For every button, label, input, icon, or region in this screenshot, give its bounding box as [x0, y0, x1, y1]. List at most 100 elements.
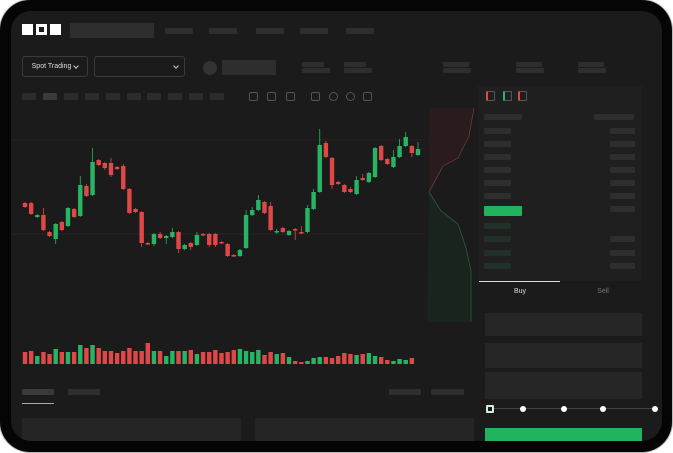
- candle: [268, 206, 273, 230]
- timeframe-option[interactable]: [43, 93, 57, 100]
- book-header: [594, 114, 634, 120]
- timeframe-option[interactable]: [210, 93, 224, 100]
- timeframe-option[interactable]: [64, 93, 78, 100]
- volume-bar: [200, 352, 206, 364]
- candle: [133, 209, 138, 212]
- ask-price: [484, 180, 511, 186]
- buy-tab-underline: [479, 281, 560, 282]
- volume-bar: [47, 354, 52, 364]
- coin-avatar: [203, 61, 217, 75]
- timeframe-option[interactable]: [189, 93, 203, 100]
- book-both-icon[interactable]: [486, 91, 495, 101]
- volume-bar: [188, 350, 193, 364]
- slider-step[interactable]: [600, 406, 606, 412]
- price-input[interactable]: [485, 313, 642, 336]
- candle: [391, 157, 396, 167]
- volume-bar: [237, 349, 243, 364]
- nav-item[interactable]: [209, 28, 237, 34]
- settings-icon[interactable]: [346, 92, 355, 101]
- percent-slider[interactable]: [489, 408, 656, 409]
- tab-buy[interactable]: Buy: [513, 288, 527, 295]
- buy-button[interactable]: [485, 428, 642, 441]
- candle: [256, 200, 261, 210]
- search-bar[interactable]: [70, 23, 154, 38]
- timeframe-option[interactable]: [127, 93, 141, 100]
- nav-item[interactable]: [346, 28, 374, 34]
- timeframe-option[interactable]: [106, 93, 120, 100]
- filter-button[interactable]: [389, 389, 421, 395]
- line-tool-icon[interactable]: [286, 92, 295, 101]
- slider-step[interactable]: [652, 406, 658, 412]
- candle: [311, 192, 316, 209]
- timeframe-option[interactable]: [85, 93, 99, 100]
- candle: [415, 149, 421, 155]
- ticker-stat-label: [578, 62, 604, 67]
- slider-step[interactable]: [520, 406, 526, 412]
- candle: [200, 234, 206, 236]
- ticker-stat-value: [344, 68, 372, 73]
- ask-size: [610, 193, 635, 199]
- ask-size: [610, 167, 635, 173]
- volume-bar: [151, 351, 157, 364]
- total-input[interactable]: [485, 372, 642, 399]
- timeframe-option[interactable]: [168, 93, 182, 100]
- indicator-icon[interactable]: [249, 92, 258, 101]
- candle: [231, 255, 236, 257]
- candle: [354, 180, 359, 194]
- volume-bar: [176, 351, 181, 364]
- book-bids-icon[interactable]: [503, 91, 512, 101]
- candle: [22, 203, 28, 207]
- candle: [237, 250, 243, 256]
- volume-bar: [354, 355, 359, 364]
- candle: [47, 232, 52, 236]
- volume-bar: [372, 356, 378, 364]
- volume-bar: [305, 361, 310, 364]
- active-tab-underline: [22, 403, 54, 404]
- tab-open-orders[interactable]: [22, 389, 54, 395]
- slider-step[interactable]: [561, 406, 567, 412]
- volume-bar: [262, 355, 267, 364]
- market-type-label: Spot Trading: [31, 63, 72, 70]
- volume-bar: [53, 349, 58, 364]
- candle: [409, 146, 415, 153]
- fullscreen-icon[interactable]: [363, 92, 372, 101]
- okx-logo[interactable]: [22, 24, 61, 35]
- candle: [323, 143, 329, 157]
- filter-button[interactable]: [431, 389, 464, 395]
- volume-bar: [145, 343, 151, 364]
- ask-price: [484, 141, 511, 147]
- candlestick-chart[interactable]: [11, 96, 477, 386]
- volume-bar: [182, 351, 187, 364]
- timeframe-option[interactable]: [147, 93, 161, 100]
- candle: [348, 189, 353, 192]
- candle: [213, 234, 218, 245]
- volume-bar: [409, 358, 415, 364]
- amount-input[interactable]: [485, 343, 642, 368]
- volume-bar: [127, 348, 132, 364]
- volume-bar: [280, 353, 286, 364]
- candle: [108, 163, 114, 175]
- candle: [286, 231, 292, 235]
- chart-type-icon[interactable]: [267, 92, 276, 101]
- draw-icon[interactable]: [311, 92, 320, 101]
- nav-item[interactable]: [300, 28, 328, 34]
- pair-selector[interactable]: [94, 56, 185, 77]
- tab-history[interactable]: [68, 389, 100, 395]
- mid-price[interactable]: [484, 206, 522, 216]
- tab-sell[interactable]: Sell: [597, 288, 609, 295]
- candle: [280, 228, 286, 232]
- book-asks-icon[interactable]: [518, 91, 527, 101]
- candle: [207, 234, 212, 245]
- candle: [84, 186, 89, 196]
- slider-handle[interactable]: [486, 405, 494, 413]
- camera-icon[interactable]: [329, 92, 338, 101]
- market-type-dropdown[interactable]: Spot Trading: [22, 56, 88, 77]
- candle: [329, 158, 335, 185]
- nav-item[interactable]: [256, 28, 284, 34]
- volume-bar: [323, 357, 329, 364]
- ticker-stat-value: [302, 68, 330, 73]
- timeframe-option[interactable]: [22, 93, 36, 100]
- volume-bar: [286, 357, 292, 364]
- nav-item[interactable]: [165, 28, 193, 34]
